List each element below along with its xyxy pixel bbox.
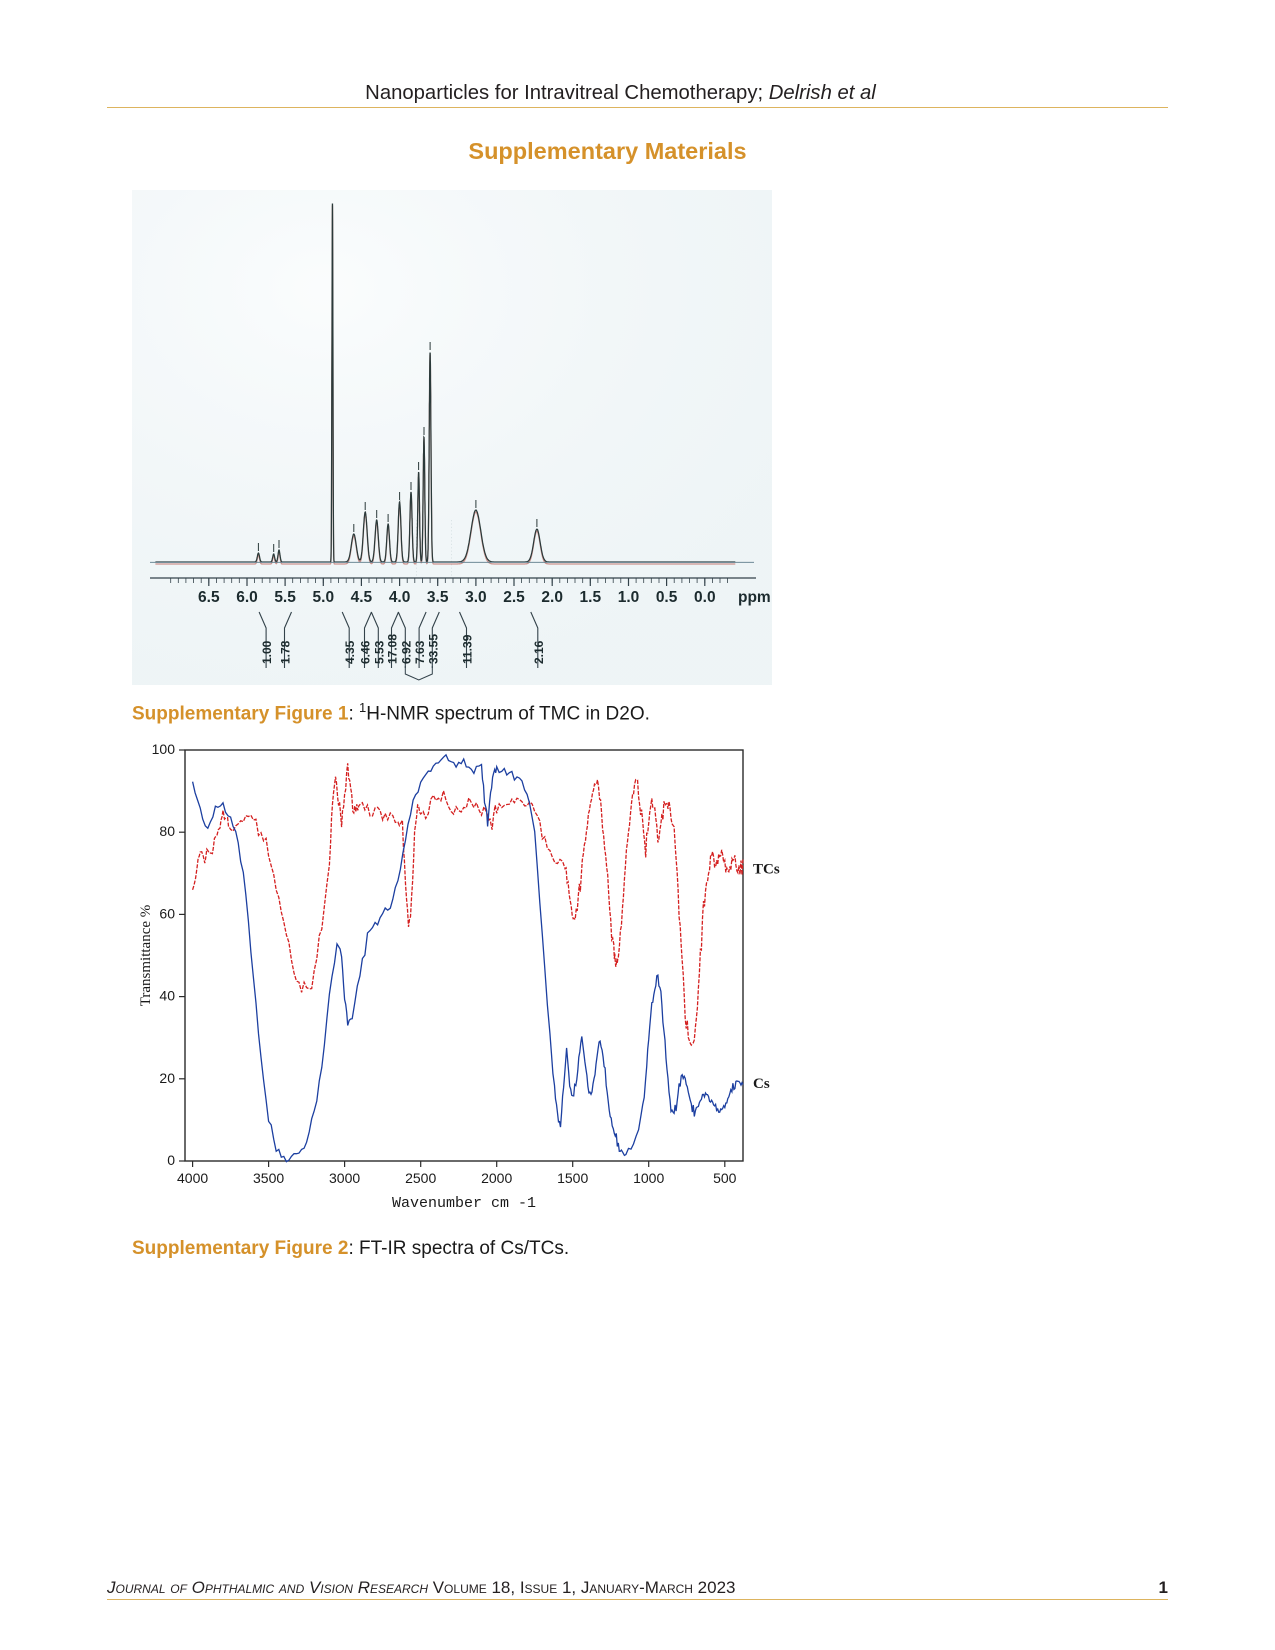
svg-text:3.5: 3.5	[427, 589, 449, 606]
svg-text:60: 60	[159, 905, 175, 921]
svg-text:1000: 1000	[633, 1170, 664, 1186]
svg-text:0.0: 0.0	[694, 589, 716, 606]
svg-text:0: 0	[167, 1152, 175, 1168]
svg-text:100: 100	[152, 741, 176, 757]
svg-text:3.0: 3.0	[465, 589, 487, 606]
svg-text:TCs: TCs	[753, 861, 780, 877]
svg-text:6.0: 6.0	[236, 589, 258, 606]
svg-text:3000: 3000	[329, 1170, 360, 1186]
svg-text:4.0: 4.0	[389, 589, 411, 606]
svg-text:2.0: 2.0	[541, 589, 563, 606]
svg-text:1.00: 1.00	[260, 640, 274, 664]
svg-text:17.08: 17.08	[386, 634, 400, 664]
svg-text:4000: 4000	[177, 1170, 208, 1186]
svg-text:Cs: Cs	[753, 1076, 770, 1092]
svg-text:4.5: 4.5	[351, 589, 373, 606]
svg-text:2.5: 2.5	[503, 589, 525, 606]
svg-text:2500: 2500	[405, 1170, 436, 1186]
svg-text:0.5: 0.5	[656, 589, 678, 606]
svg-text:1500: 1500	[557, 1170, 588, 1186]
svg-text:6.46: 6.46	[359, 640, 373, 664]
svg-text:2000: 2000	[481, 1170, 512, 1186]
svg-text:6.92: 6.92	[399, 640, 413, 664]
svg-text:4.35: 4.35	[343, 640, 357, 664]
svg-text:Transmittance %: Transmittance %	[138, 905, 154, 1007]
svg-text:2.16: 2.16	[532, 640, 546, 664]
svg-text:5.5: 5.5	[274, 589, 296, 606]
svg-text:80: 80	[159, 823, 175, 839]
svg-text:11.39: 11.39	[461, 634, 475, 664]
svg-text:40: 40	[159, 988, 175, 1004]
svg-text:3500: 3500	[253, 1170, 284, 1186]
svg-text:6.5: 6.5	[198, 589, 220, 606]
svg-text:500: 500	[713, 1170, 737, 1186]
svg-text:7.63: 7.63	[413, 640, 427, 664]
svg-text:Wavenumber cm -1: Wavenumber cm -1	[392, 1195, 536, 1212]
svg-text:ppm: ppm	[738, 589, 771, 606]
svg-text:1.0: 1.0	[618, 589, 640, 606]
svg-text:5.0: 5.0	[313, 589, 335, 606]
svg-text:33.55: 33.55	[426, 634, 440, 664]
svg-text:5.53: 5.53	[372, 640, 386, 664]
svg-text:1.78: 1.78	[279, 640, 293, 664]
svg-text:20: 20	[159, 1070, 175, 1086]
svg-text:1.5: 1.5	[580, 589, 602, 606]
